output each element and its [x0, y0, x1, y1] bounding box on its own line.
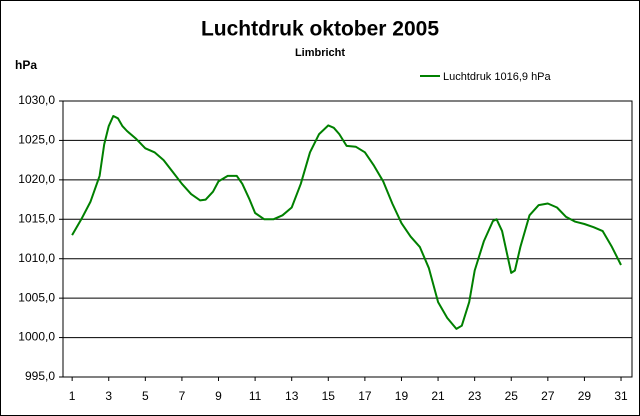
x-tick-label: 29: [578, 389, 592, 403]
x-tick-label: 19: [395, 389, 409, 403]
y-tick-label: 1025,0: [18, 133, 55, 147]
x-tick-label: 21: [431, 389, 445, 403]
data-line: [71, 115, 622, 330]
x-tick-label: 11: [249, 389, 262, 403]
x-tick-label: 13: [285, 389, 299, 403]
y-axis-label: hPa: [15, 58, 37, 72]
plot-border: [62, 100, 633, 378]
x-tick-label: 23: [468, 389, 482, 403]
y-tick-label: 1015,0: [18, 211, 55, 225]
x-tick-label: 5: [142, 389, 149, 403]
x-tick-label: 17: [358, 389, 372, 403]
chart-title: Luchtdruk oktober 2005: [201, 18, 439, 41]
x-tick-label: 9: [215, 389, 222, 403]
x-tick-label: 25: [505, 389, 519, 403]
x-tick-label: 27: [541, 389, 555, 403]
x-tick-label: 1: [69, 389, 76, 403]
x-tick-label: 3: [105, 389, 112, 403]
x-tick-label: 7: [179, 389, 186, 403]
y-tick-label: 995,0: [25, 369, 55, 383]
legend-label: Luchtdruk 1016,9 hPa: [443, 71, 552, 83]
chart-subtitle: Limbricht: [295, 47, 345, 59]
x-tick-label: 31: [614, 389, 628, 403]
y-tick-label: 1005,0: [18, 290, 55, 304]
y-tick-label: 1000,0: [18, 330, 55, 344]
y-tick-label: 1010,0: [18, 251, 55, 265]
x-tick-label: 15: [322, 389, 336, 403]
y-tick-label: 1020,0: [18, 172, 55, 186]
y-tick-label: 1030,0: [18, 93, 55, 107]
